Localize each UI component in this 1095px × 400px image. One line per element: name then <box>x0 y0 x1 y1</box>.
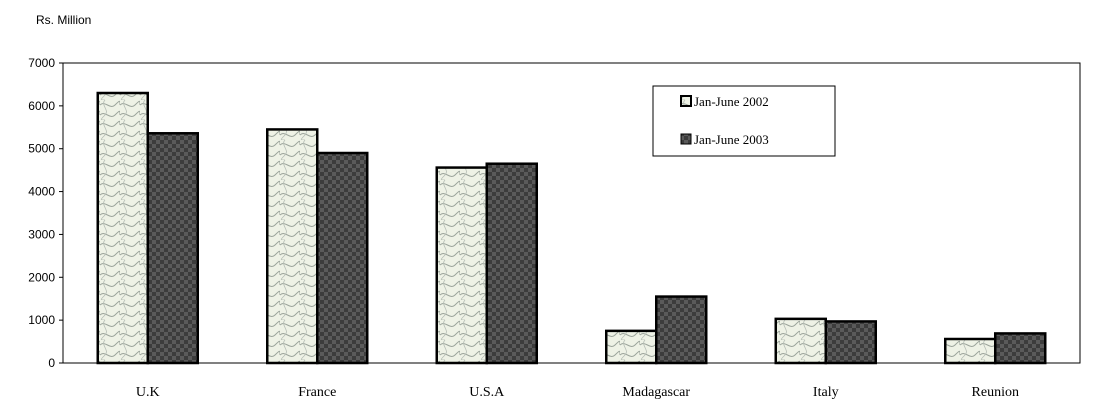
bar-italy-2003 <box>824 320 877 365</box>
bar-france-2002 <box>266 128 319 365</box>
x-tick-label: U.S.A <box>469 385 505 400</box>
y-tick-label: 0 <box>48 356 55 370</box>
bar-france-2003 <box>316 151 369 365</box>
y-axis-title: Rs. Million <box>36 13 91 27</box>
bar-madagascar-2003 <box>655 295 708 365</box>
x-tick-label: Madagascar <box>622 385 690 400</box>
y-tick-label: 7000 <box>28 56 55 70</box>
x-tick-label: U.K <box>136 385 160 400</box>
x-tick-label: France <box>298 385 336 400</box>
bars-group <box>96 91 1047 365</box>
bar-uk-2003 <box>146 132 199 365</box>
legend-swatch-2003 <box>680 133 692 145</box>
legend-label-2003: Jan-June 2003 <box>694 132 769 147</box>
x-tick-label: Reunion <box>972 385 1019 400</box>
y-tick-label: 2000 <box>28 270 55 284</box>
legend: Jan-June 2002 Jan-June 2003 <box>652 85 836 157</box>
bar-usa-2003 <box>485 162 538 365</box>
y-tick-label: 4000 <box>28 185 55 199</box>
bar-usa-2002 <box>435 166 488 365</box>
bar-madagascar-2002 <box>605 329 658 365</box>
bar-italy-2002 <box>774 317 827 365</box>
y-tick-label: 1000 <box>28 313 55 327</box>
legend-swatch-2002 <box>680 95 692 107</box>
legend-label-2002: Jan-June 2002 <box>694 94 769 109</box>
y-tick-label: 3000 <box>28 227 55 241</box>
y-axis: 0 1000 2000 3000 4000 5000 6000 7000 <box>28 56 63 370</box>
y-tick-label: 6000 <box>28 99 55 113</box>
bar-uk-2002 <box>96 91 149 365</box>
x-axis: U.K France U.S.A Madagascar Italy Reunion <box>136 385 1019 400</box>
y-tick-label: 5000 <box>28 142 55 156</box>
x-tick-label: Italy <box>813 385 839 400</box>
bar-reunion-2003 <box>994 332 1047 365</box>
bar-reunion-2002 <box>944 337 997 365</box>
plot-area-frame <box>62 62 1081 364</box>
